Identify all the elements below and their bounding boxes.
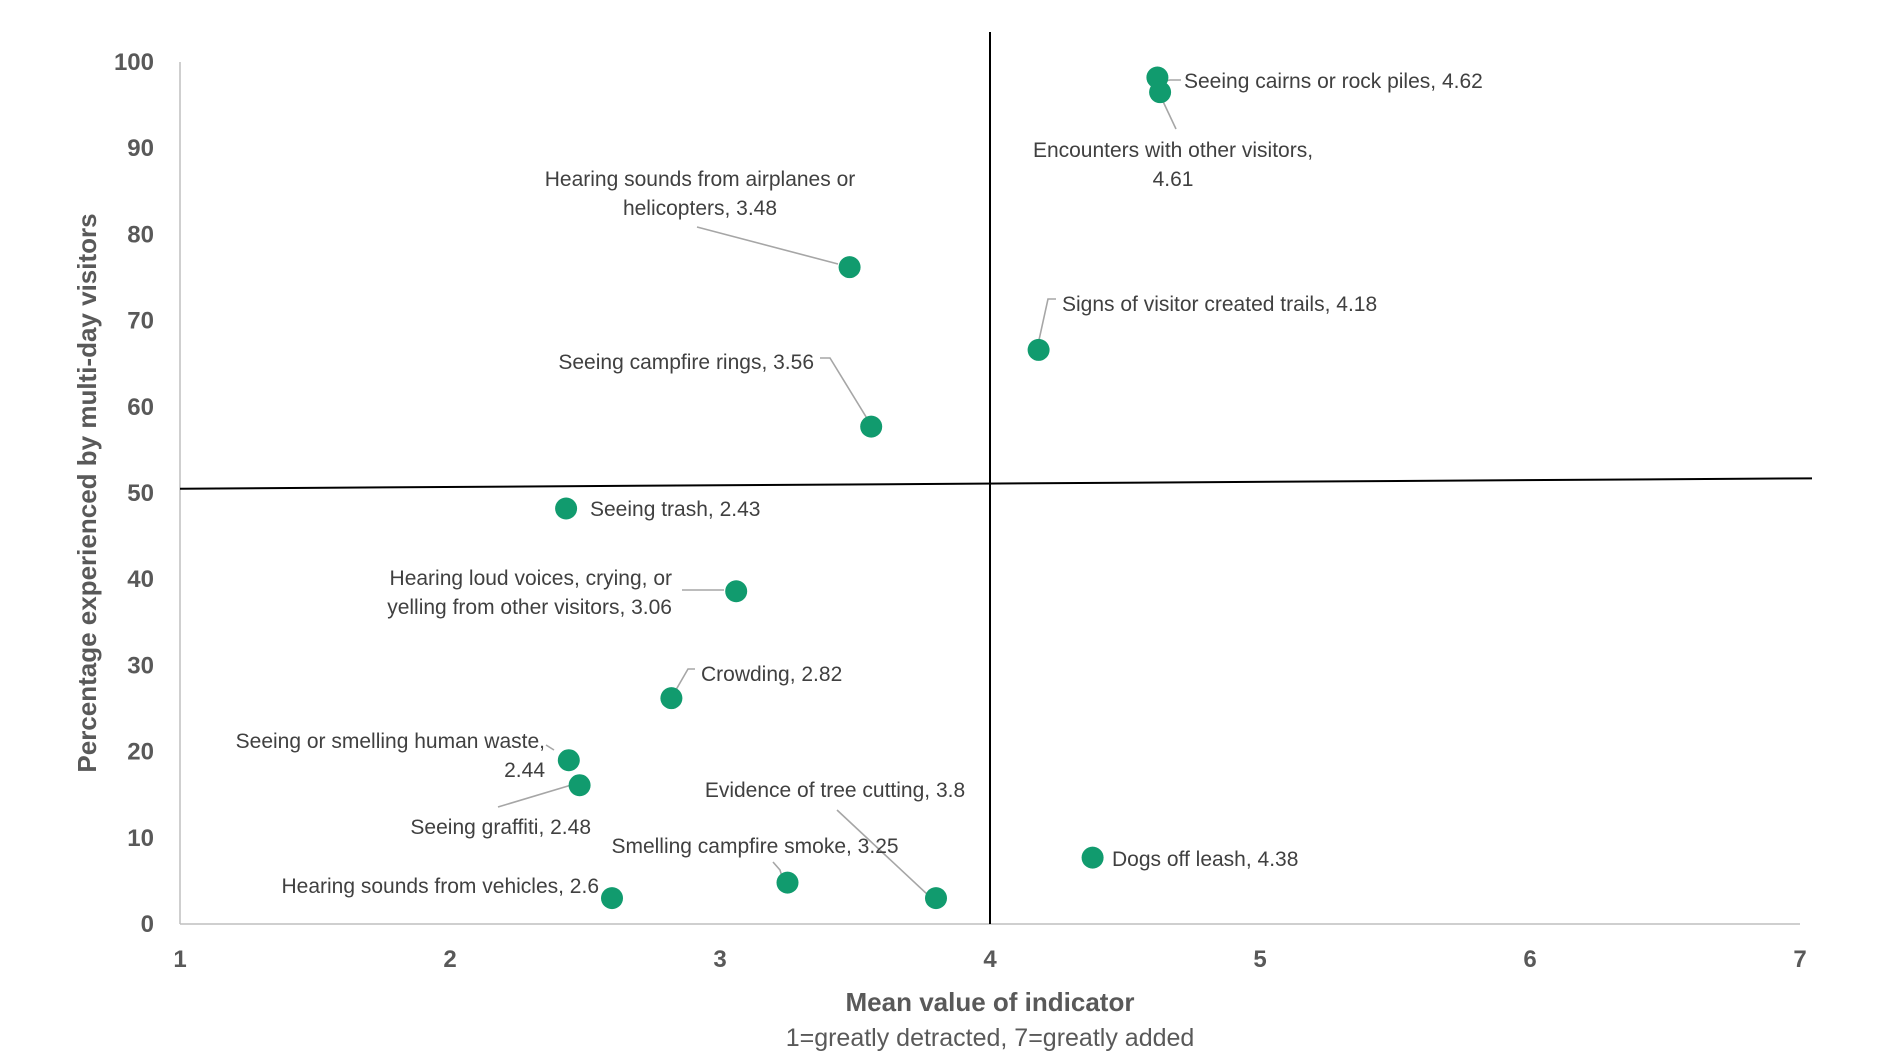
y-tick-labels: 0 10 20 30 40 50 60 70 80 90 100 [114, 49, 154, 938]
y-tick-label: 20 [127, 739, 154, 766]
label-leader-line [696, 226, 839, 265]
y-tick-label: 90 [127, 135, 154, 162]
data-point [725, 580, 748, 603]
x-tick-label: 2 [443, 946, 456, 973]
data-label: yelling from other visitors, 3.06 [387, 596, 672, 619]
x-tick-label: 1 [173, 946, 186, 973]
y-tick-label: 0 [141, 911, 154, 938]
data-point [601, 887, 623, 910]
label-leader-line [820, 357, 869, 421]
data-point [660, 687, 683, 710]
data-label: Signs of visitor created trails, 4.18 [1062, 293, 1377, 316]
y-tick-label: 30 [127, 652, 154, 679]
data-point [925, 887, 947, 910]
data-points [555, 66, 1172, 910]
label-leader-line [545, 744, 555, 751]
y-tick-label: 50 [127, 480, 154, 507]
x-tick-label: 7 [1793, 946, 1806, 973]
x-tick-labels: 1 2 3 4 5 6 7 [173, 946, 1806, 973]
data-label: Seeing campfire rings, 3.56 [558, 351, 814, 374]
data-label: Crowding, 2.82 [701, 663, 842, 686]
data-label: Seeing or smelling human waste, [236, 730, 545, 753]
data-label: Dogs off leash, 4.38 [1112, 848, 1298, 871]
data-point [555, 497, 578, 520]
data-label: Seeing cairns or rock piles, 4.62 [1184, 70, 1483, 93]
x-tick-label: 6 [1523, 946, 1536, 973]
data-label: Hearing sounds from airplanes or [545, 168, 856, 191]
data-point [1027, 338, 1050, 361]
data-point [776, 871, 799, 894]
data-label: Seeing graffiti, 2.48 [410, 816, 591, 839]
data-label: Seeing trash, 2.43 [590, 498, 760, 521]
data-label: Encounters with other visitors, [1033, 139, 1313, 162]
data-label: Smelling campfire smoke, 3.25 [611, 835, 898, 858]
data-label: Hearing loud voices, crying, or [390, 567, 672, 590]
data-point [838, 256, 861, 279]
x-tick-label: 4 [983, 946, 997, 973]
y-tick-label: 10 [127, 825, 154, 852]
label-leader-lines [497, 79, 1181, 896]
label-leader-line [1038, 298, 1056, 341]
label-leader-line [836, 809, 929, 896]
y-tick-label: 40 [127, 566, 154, 593]
y-tick-label: 70 [127, 308, 154, 335]
data-label: 4.61 [1153, 168, 1194, 191]
data-point [860, 415, 883, 438]
data-point [1081, 846, 1104, 869]
data-label: Evidence of tree cutting, 3.8 [705, 779, 965, 802]
data-point [1149, 81, 1172, 104]
x-tick-label: 3 [713, 946, 726, 973]
x-axis-subtitle: 1=greatly detracted, 7=greatly added [786, 1024, 1195, 1052]
y-tick-label: 100 [114, 49, 154, 76]
data-point [568, 774, 591, 797]
x-tick-label: 5 [1253, 946, 1266, 973]
y-axis-title: Percentage experienced by multi-day visi… [72, 213, 102, 772]
x-axis-title: Mean value of indicator [846, 987, 1135, 1017]
y-tick-label: 60 [127, 394, 154, 421]
horizontal-reference-line [179, 477, 1813, 490]
data-label: 2.44 [504, 759, 545, 782]
data-labels: Seeing cairns or rock piles, 4.62 Encount… [236, 70, 1483, 898]
label-leader-line [672, 668, 695, 696]
data-label: helicopters, 3.48 [623, 197, 777, 220]
y-tick-label: 80 [127, 221, 154, 248]
data-point [557, 749, 580, 772]
label-leader-line [497, 782, 579, 808]
data-label: Hearing sounds from vehicles, 2.6 [282, 875, 600, 898]
